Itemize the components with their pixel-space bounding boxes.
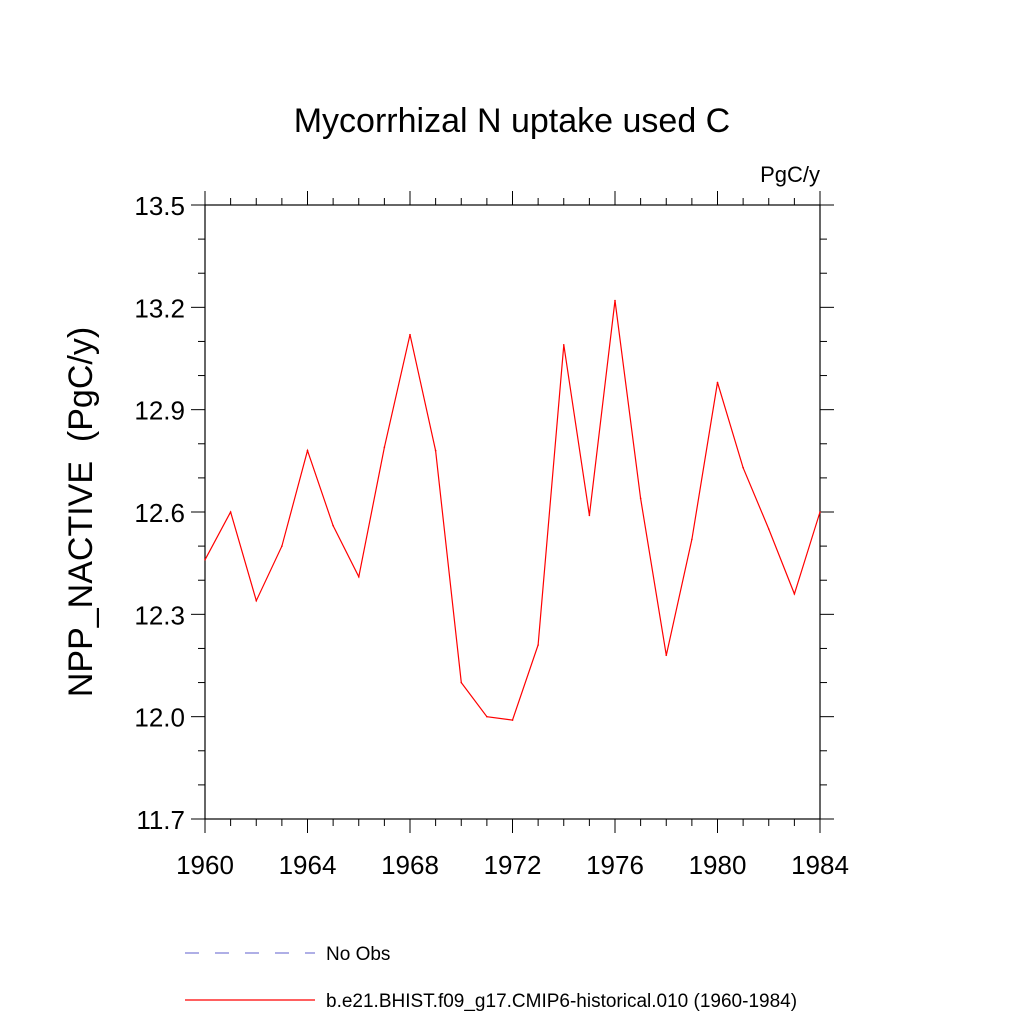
data-point	[614, 299, 616, 302]
series-line	[204, 300, 821, 721]
data-point	[409, 333, 411, 336]
data-point	[357, 576, 360, 578]
data-point	[460, 681, 463, 684]
data-point	[716, 381, 719, 384]
y-tick-label: 11.7	[136, 805, 185, 835]
legend-label: b.e21.BHIST.f09_g17.CMIP6-historical.010…	[326, 991, 797, 1012]
x-tick-label: 1980	[689, 850, 747, 880]
y-axis-label: NPP_NACTIVE (PgC/y)	[62, 327, 100, 697]
data-point	[255, 599, 258, 602]
x-tick-label: 1960	[176, 850, 234, 880]
y-tick-label: 12.3	[134, 600, 185, 630]
data-point	[665, 654, 668, 657]
data-point	[486, 715, 488, 718]
legend-label: No Obs	[326, 944, 390, 965]
data-point	[383, 446, 386, 448]
data-point	[767, 528, 770, 530]
data-point	[332, 524, 334, 527]
data-point	[742, 466, 744, 469]
y-tick-label: 12.9	[134, 396, 185, 426]
data-point	[434, 449, 437, 452]
y-tick-label: 12.0	[134, 703, 185, 733]
data-point	[588, 514, 591, 517]
data-point	[562, 344, 565, 346]
x-tick-label: 1972	[484, 850, 542, 880]
x-tick-label: 1984	[791, 850, 849, 880]
data-point	[639, 497, 642, 500]
units-label: PgC/y	[760, 162, 820, 187]
data-point	[204, 558, 206, 561]
data-point	[281, 545, 283, 547]
plot-area: 11.7 12.0 12.3 12.6 12.9 13.2 13.5 1960 1964 1968…	[134, 191, 849, 880]
y-tick-label: 13.2	[134, 293, 185, 323]
x-tick-label: 1976	[586, 850, 644, 880]
plot-frame	[204, 204, 821, 820]
data-point	[511, 719, 514, 721]
y-tick-label: 12.6	[134, 498, 185, 528]
data-point	[229, 511, 232, 513]
data-point	[537, 644, 539, 646]
data-point	[793, 593, 796, 595]
data-point	[691, 538, 693, 541]
legend: No Obs b.e21.BHIST.f09_g17.CMIP6-historic…	[185, 944, 797, 1012]
y-tick-label: 13.5	[134, 191, 185, 221]
chart-title: Mycorrhizal N uptake used C	[294, 102, 731, 140]
x-tick-label: 1968	[381, 850, 439, 880]
x-tick-label: 1964	[279, 850, 337, 880]
data-point	[819, 511, 821, 513]
data-point	[306, 449, 309, 452]
